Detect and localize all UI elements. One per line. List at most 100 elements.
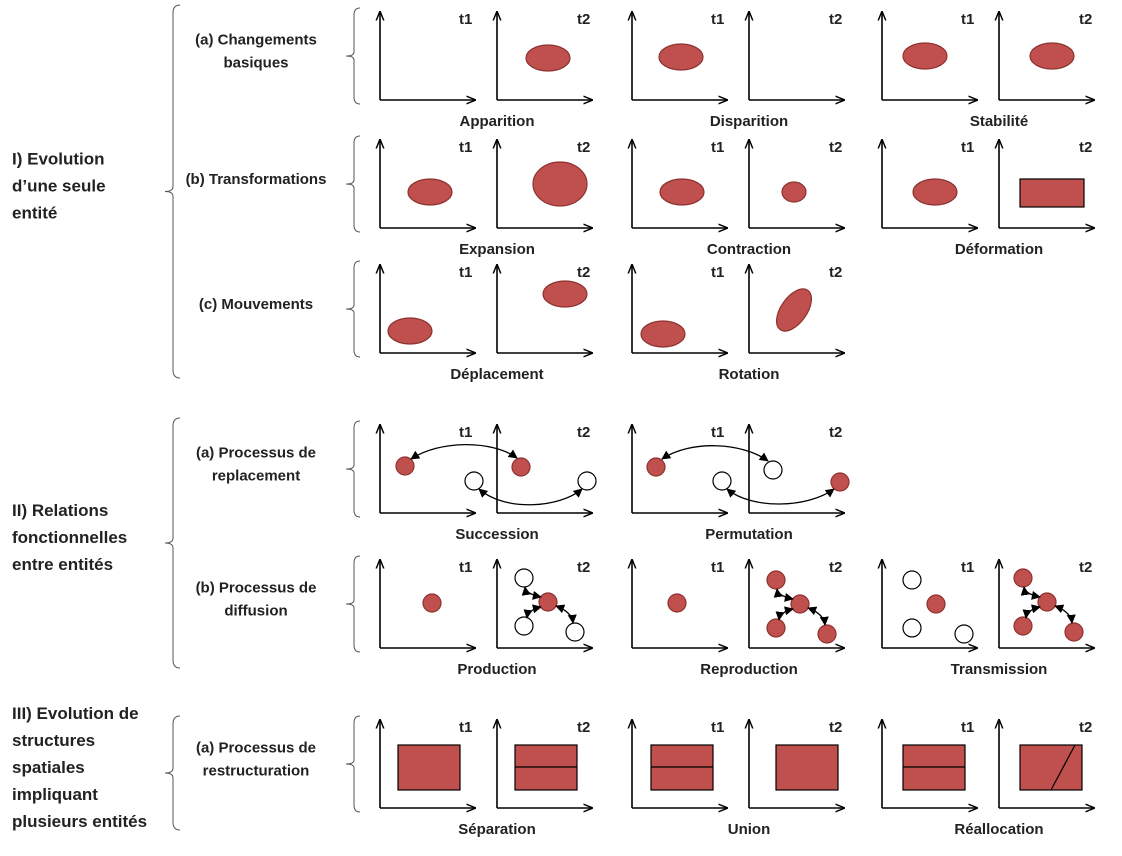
time-label: t1: [711, 11, 724, 28]
entity: [1019, 744, 1083, 791]
time-label: t1: [711, 559, 724, 576]
entity: [538, 592, 558, 612]
entity: [1019, 178, 1085, 208]
section-title-line: entre entités: [12, 555, 113, 574]
group-bracket: [345, 715, 361, 813]
entity: [1037, 592, 1057, 612]
arrow: [555, 604, 577, 624]
section-title-line: d’une seule: [12, 177, 106, 196]
section-title-line: I) Evolution: [12, 150, 105, 169]
group-bracket: [345, 135, 361, 233]
section-bracket: [164, 417, 181, 669]
time-label: t1: [711, 139, 724, 156]
entity: [565, 622, 585, 642]
time-label: t2: [829, 719, 842, 736]
group-label: (a) Processus de replacement: [196, 445, 316, 485]
arrow: [521, 586, 542, 600]
caption: Stabilité: [970, 113, 1028, 130]
group-label-line: (b) Processus de: [196, 580, 317, 597]
arrow: [1020, 586, 1041, 600]
caption: Séparation: [458, 821, 536, 838]
section-title-line: III) Evolution de: [12, 704, 139, 723]
caption: Union: [728, 821, 771, 838]
arrow: [726, 488, 835, 505]
group-bracket: [345, 7, 361, 105]
time-label: t2: [829, 139, 842, 156]
time-label: t1: [459, 139, 472, 156]
time-label: t2: [829, 424, 842, 441]
entity: [514, 616, 534, 636]
entity: [775, 744, 839, 791]
entity: [902, 42, 948, 70]
entity: [817, 624, 837, 644]
caption: Reproduction: [700, 661, 798, 678]
time-label: t1: [961, 139, 974, 156]
group-label-line: basiques: [223, 55, 288, 72]
entity: [387, 317, 433, 345]
entity: [407, 178, 453, 206]
entity: [1013, 568, 1033, 588]
arrow: [410, 444, 518, 460]
group-label-line: restructuration: [203, 763, 310, 780]
section-title-line: fonctionnelles: [12, 528, 127, 547]
boundary: [1050, 744, 1076, 791]
entity: [422, 593, 442, 613]
group-label: (b) Transformations: [186, 171, 327, 188]
time-label: t1: [459, 11, 472, 28]
entity: [640, 320, 686, 348]
caption: Transmission: [951, 661, 1048, 678]
entity: [397, 744, 461, 791]
entity: [1029, 42, 1075, 70]
entity: [464, 471, 484, 491]
group-label: (a) Processus de restructuration: [196, 740, 316, 780]
section-title-line: spatiales: [12, 758, 85, 777]
entity: [532, 161, 588, 207]
time-label: t2: [577, 559, 590, 576]
time-label: t1: [711, 264, 724, 281]
entity: [926, 594, 946, 614]
entity: [790, 594, 810, 614]
caption: Apparition: [460, 113, 535, 130]
arrow: [1054, 604, 1076, 624]
arrow: [661, 445, 769, 462]
group-label-line: (b) Transformations: [186, 171, 327, 188]
entity: [1013, 616, 1033, 636]
entity: [577, 471, 597, 491]
time-label: t2: [829, 264, 842, 281]
entity: [511, 457, 531, 477]
caption: Déformation: [955, 241, 1043, 258]
entity: [912, 178, 958, 206]
time-label: t1: [711, 719, 724, 736]
entity: [646, 457, 666, 477]
caption: Succession: [455, 526, 538, 543]
section-title-line: entité: [12, 204, 57, 223]
caption: Contraction: [707, 241, 791, 258]
entity: [667, 593, 687, 613]
caption: Expansion: [459, 241, 535, 258]
entity: [514, 568, 534, 588]
caption: Déplacement: [450, 366, 543, 383]
caption: Rotation: [719, 366, 780, 383]
arrow: [523, 604, 542, 619]
section-bracket: [164, 4, 181, 379]
arrow: [773, 588, 794, 602]
group-label-line: (a) Changements: [195, 32, 317, 49]
time-label: t2: [1079, 139, 1092, 156]
time-label: t1: [961, 719, 974, 736]
group-bracket: [345, 555, 361, 653]
section-title-line: impliquant: [12, 785, 98, 804]
group-label: (c) Mouvements: [199, 296, 313, 313]
entity: [766, 618, 786, 638]
entity: [775, 288, 813, 332]
time-label: t1: [459, 264, 472, 281]
time-label: t2: [577, 11, 590, 28]
group-label-line: (c) Mouvements: [199, 296, 313, 313]
section-title: III) Evolution de structures spatiales impl…: [12, 704, 147, 831]
time-label: t2: [577, 719, 590, 736]
entity: [658, 43, 704, 71]
time-label: t1: [961, 11, 974, 28]
time-label: t2: [1079, 559, 1092, 576]
entity: [830, 472, 850, 492]
entity: [781, 181, 807, 203]
entity: [1064, 622, 1084, 642]
